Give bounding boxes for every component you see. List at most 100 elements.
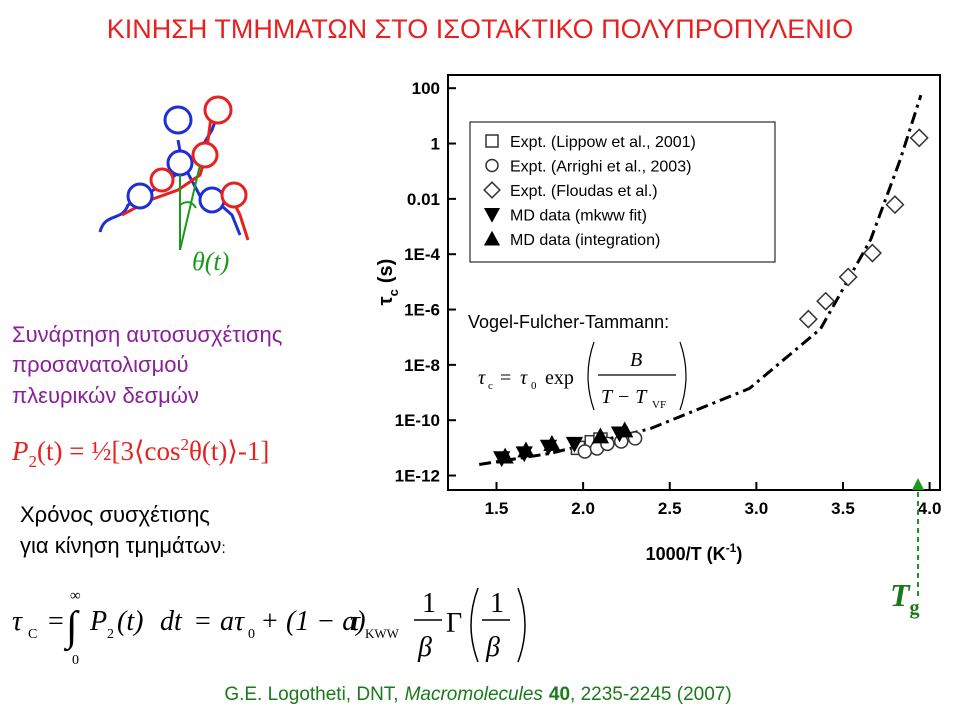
formula-part: = xyxy=(48,606,64,637)
x-tick-label: 4.0 xyxy=(918,499,942,518)
x-tick-label: 3.0 xyxy=(745,499,769,518)
formula-part: β xyxy=(417,632,432,663)
y-tick-label: 0.01 xyxy=(407,190,440,209)
y-tick-label: 1 xyxy=(431,135,440,154)
label-part: : xyxy=(221,540,225,557)
x-tick-label: 2.0 xyxy=(571,499,595,518)
formula-part: c xyxy=(488,380,493,392)
formula-part: P xyxy=(89,606,107,637)
paren xyxy=(587,341,687,411)
marker xyxy=(885,195,905,215)
citation-part: , 2235-2245 (2007) xyxy=(570,684,732,705)
description: Συνάρτηση αυτοσυσχέτισης προσανατολισμού… xyxy=(12,322,282,408)
tg-part: T xyxy=(890,577,911,613)
marker xyxy=(496,447,514,464)
marker xyxy=(616,421,634,438)
x-tick-label: 3.5 xyxy=(831,499,855,518)
formula-part: T − T xyxy=(601,386,648,408)
citation-part: Macromolecules xyxy=(405,684,544,705)
label-part: για κίνηση τμημάτων xyxy=(20,533,221,558)
x-tick-label: 1.5 xyxy=(485,499,509,518)
formula-part: β xyxy=(485,632,500,663)
citation: G.E. Logotheti, DNT, Macromolecules 40, 22… xyxy=(224,684,731,705)
x-axis-label: 1000/T (K-1) xyxy=(646,541,743,564)
legend-label: MD data (mkww fit) xyxy=(510,208,647,225)
formula-part: Γ xyxy=(446,608,462,639)
formula-part: C xyxy=(28,627,37,642)
marker xyxy=(483,181,501,199)
formula-part: 1 xyxy=(422,588,436,619)
legend-label: MD data (integration) xyxy=(510,232,660,249)
marker xyxy=(485,134,499,148)
description-line: προσανατολισμού xyxy=(12,352,189,377)
marker xyxy=(798,309,818,329)
formula-part: B xyxy=(630,349,642,371)
formula-part: ∫ xyxy=(63,604,80,652)
formula-part: 2 xyxy=(29,452,38,471)
formula-part: τ xyxy=(520,367,528,389)
formula-part: ∞ xyxy=(70,588,81,604)
y-tick-label: 1E-10 xyxy=(395,411,440,430)
marker xyxy=(565,436,584,453)
formula-part: 1 xyxy=(490,588,504,619)
formula-part: + xyxy=(262,606,278,637)
legend-label: Expt. (Arrighi et al., 2003) xyxy=(510,159,691,176)
label-part: τ xyxy=(375,296,397,305)
y-tick-label: 1E-4 xyxy=(404,245,440,264)
formula-part: 0 xyxy=(72,653,79,668)
legend-label: Expt. (Lippow et al., 2001) xyxy=(510,134,696,151)
citation-part: 40 xyxy=(549,684,570,705)
theta-label: θ(t) xyxy=(192,247,229,276)
tg-marker: Tg xyxy=(890,478,924,619)
formula-part: 2 xyxy=(180,435,189,454)
formula-part: dt xyxy=(160,606,183,637)
y-tick-label: 100 xyxy=(412,79,440,98)
molecule-diagram xyxy=(98,95,250,251)
formula-part: = xyxy=(500,367,511,389)
label-part: ) xyxy=(736,544,742,564)
plot-frame xyxy=(447,74,941,491)
formula-part: (t) = ½[3⟨cos xyxy=(37,436,180,466)
y-tick-label: 1E-12 xyxy=(395,467,440,486)
correlation-time-label: Χρόνος συσχέτισης xyxy=(20,502,210,527)
marker xyxy=(483,208,501,223)
label-part: c xyxy=(386,289,401,296)
marker xyxy=(485,158,499,173)
formula-part: 2 xyxy=(107,627,114,642)
correlation-time-formula: τ C = ∫ ∞ 0 P 2 (t) dt = aτ 0 + (1 − a) … xyxy=(12,587,526,668)
chart: 1E-12 1E-10 1E-8 1E-6 1E-4 0.01 1 100 1.5 2.0 2.5 3… xyxy=(375,74,942,564)
marker xyxy=(838,267,858,287)
marker xyxy=(543,434,561,451)
formula-part: (t) xyxy=(117,606,143,637)
label-part: 1000/T (K xyxy=(646,544,726,564)
correlation-time-label: για κίνηση τμημάτων: xyxy=(20,533,226,558)
formula-part: = xyxy=(195,606,211,637)
formula-part: 0 xyxy=(531,380,537,392)
marker xyxy=(591,427,610,444)
legend-label: Expt. (Floudas et al.) xyxy=(510,183,658,200)
formula-part: 0 xyxy=(248,627,255,642)
paren xyxy=(470,587,526,663)
formula-part: τ xyxy=(350,606,361,637)
annotation: Vogel-Fulcher-Tammann: xyxy=(468,312,669,332)
formula-part: θ(t)⟩-1] xyxy=(189,436,269,466)
y-tick-label: 1E-8 xyxy=(404,356,440,375)
marker xyxy=(862,243,882,263)
slide-title: ΚΙΝΗΣΗ ΤΜΗΜΑΤΩΝ ΣΤΟ ΙΣΟΤΑΚΤΙΚΟ ΠΟΛΥΠΡΟΠΥ… xyxy=(107,14,854,44)
marker xyxy=(517,441,535,458)
label-part: (s) xyxy=(375,259,397,283)
tg-part: g xyxy=(910,597,920,619)
formula-part: τ xyxy=(478,367,486,389)
formula-part: τ xyxy=(12,606,23,637)
formula-part: aτ xyxy=(220,606,245,637)
formula-part: exp xyxy=(545,367,574,389)
y-axis-label: τc (s) xyxy=(375,259,401,306)
tg-arrowhead xyxy=(912,478,924,490)
tg-label: Tg xyxy=(890,577,920,619)
description-line: Συνάρτηση αυτοσυσχέτισης xyxy=(12,322,282,347)
marker xyxy=(577,444,593,459)
marker xyxy=(909,128,929,148)
description-line: πλευρικών δεσμών xyxy=(12,383,199,408)
formula-part: (1 − a) xyxy=(286,606,366,637)
